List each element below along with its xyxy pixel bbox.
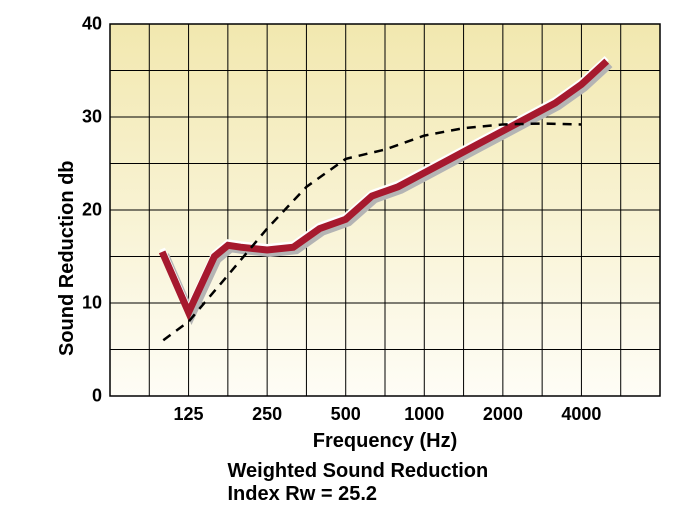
x-tick: 250 [252, 404, 282, 425]
caption: Weighted Sound Reduction Index Rw = 25.2 [228, 460, 543, 506]
y-tick: 40 [76, 14, 102, 35]
y-tick: 10 [76, 293, 102, 314]
x-tick: 1000 [404, 404, 444, 425]
x-tick: 125 [174, 404, 204, 425]
x-tick: 2000 [483, 404, 523, 425]
x-axis-label: Frequency (Hz) [313, 430, 457, 453]
y-axis-label: Sound Reduction db [56, 160, 79, 356]
y-tick: 20 [76, 200, 102, 221]
y-tick: 30 [76, 107, 102, 128]
x-tick: 4000 [561, 404, 601, 425]
chart-container: { "chart": { "type": "line", "xlabel": "… [0, 0, 700, 509]
x-tick: 500 [331, 404, 361, 425]
y-tick: 0 [76, 386, 102, 407]
